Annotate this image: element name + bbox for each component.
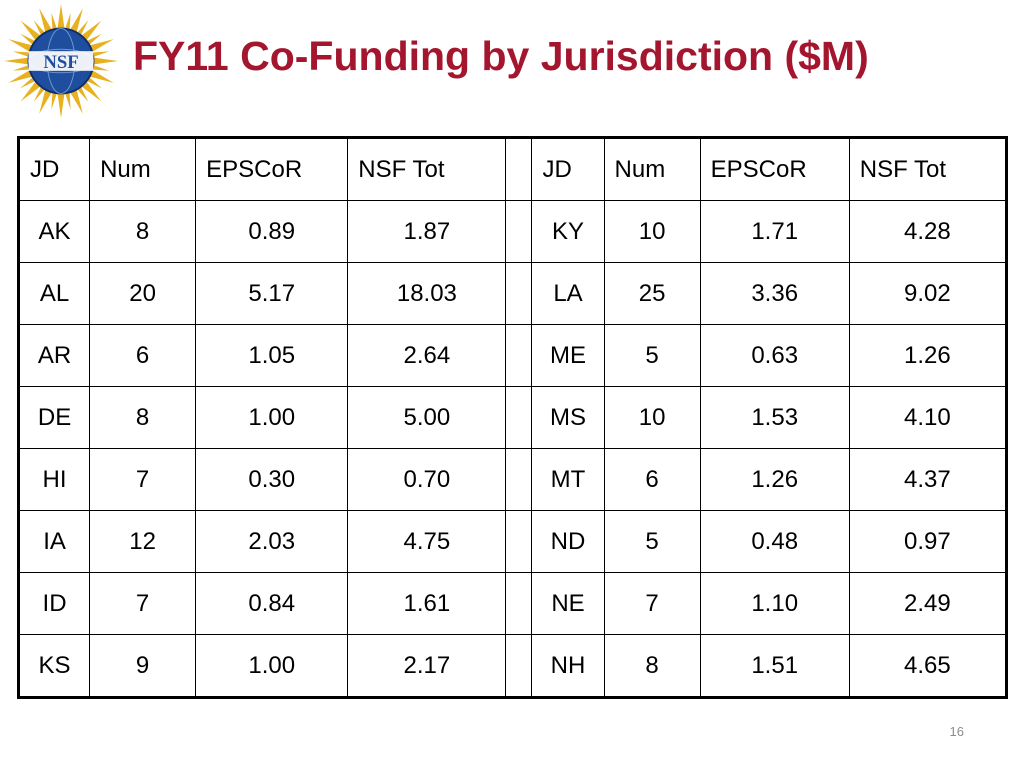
cell-epscor-left: 1.00 — [195, 386, 349, 449]
cell-jd-left: AK — [17, 200, 91, 263]
cell-jd-right: MS — [531, 386, 605, 449]
cell-epscor-right: 1.26 — [699, 448, 850, 511]
cell-jd-left: AL — [17, 262, 91, 325]
cell-num-right: 5 — [603, 510, 701, 573]
cell-epscor-right: 1.51 — [699, 634, 850, 698]
cell-epscor-left: 5.17 — [195, 262, 349, 325]
cell-nsf-tot-right: 4.28 — [848, 200, 1008, 263]
cell-jd-right: ME — [531, 324, 605, 387]
cell-num-left: 20 — [89, 262, 197, 325]
cell-jd-right: KY — [531, 200, 605, 263]
cell-nsf-tot-left: 18.03 — [347, 262, 507, 325]
cell-epscor-right: 0.48 — [699, 510, 850, 573]
slide-title: FY11 Co-Funding by Jurisdiction ($M) — [133, 33, 869, 79]
cell-epscor-left: 1.00 — [195, 634, 349, 698]
table-body: AK 8 0.89 1.87 KY 10 1.71 4.28 AL 20 5.17 18.03 LA 25… — [17, 200, 1008, 698]
cell-jd-right: LA — [531, 262, 605, 325]
cell-num-left: 6 — [89, 324, 197, 387]
cell-nsf-tot-left: 5.00 — [347, 386, 507, 449]
header-jd-right: JD — [531, 137, 605, 201]
cell-num-right: 25 — [603, 262, 701, 325]
table-header-row: JD Num EPSCoR NSF Tot JD Num EPSCoR NSF … — [17, 137, 1008, 201]
cell-spacer — [505, 324, 533, 387]
cell-spacer — [505, 200, 533, 263]
cell-epscor-left: 0.84 — [195, 572, 349, 635]
cell-num-left: 7 — [89, 572, 197, 635]
cell-epscor-right: 1.10 — [699, 572, 850, 635]
logo-text: NSF — [43, 52, 78, 73]
cell-jd-right: NH — [531, 634, 605, 698]
header-epscor-left: EPSCoR — [195, 137, 349, 201]
cell-epscor-right: 0.63 — [699, 324, 850, 387]
header-jd-left: JD — [17, 137, 91, 201]
cell-nsf-tot-right: 0.97 — [848, 510, 1008, 573]
cell-num-right: 8 — [603, 634, 701, 698]
header-epscor-right: EPSCoR — [699, 137, 850, 201]
cell-jd-left: IA — [17, 510, 91, 573]
header-nsf-tot-right: NSF Tot — [848, 137, 1008, 201]
cell-num-right: 10 — [603, 200, 701, 263]
cell-jd-left: AR — [17, 324, 91, 387]
cell-nsf-tot-left: 1.61 — [347, 572, 507, 635]
page-number: 16 — [949, 724, 964, 739]
cell-spacer — [505, 386, 533, 449]
table-row: AL 20 5.17 18.03 LA 25 3.36 9.02 — [17, 262, 1008, 325]
cell-num-left: 8 — [89, 386, 197, 449]
cell-epscor-left: 2.03 — [195, 510, 349, 573]
cell-nsf-tot-right: 4.37 — [848, 448, 1008, 511]
table-row: IA 12 2.03 4.75 ND 5 0.48 0.97 — [17, 510, 1008, 573]
cell-spacer — [505, 448, 533, 511]
cell-num-right: 5 — [603, 324, 701, 387]
cell-epscor-right: 1.71 — [699, 200, 850, 263]
cell-epscor-left: 0.89 — [195, 200, 349, 263]
header-num-left: Num — [89, 137, 197, 201]
co-funding-table: JD Num EPSCoR NSF Tot JD Num EPSCoR NSF … — [17, 136, 1008, 699]
cell-jd-left: DE — [17, 386, 91, 449]
cell-jd-right: MT — [531, 448, 605, 511]
cell-jd-right: ND — [531, 510, 605, 573]
cell-spacer — [505, 572, 533, 635]
cell-epscor-right: 1.53 — [699, 386, 850, 449]
cell-num-right: 7 — [603, 572, 701, 635]
cell-epscor-left: 1.05 — [195, 324, 349, 387]
cell-epscor-right: 3.36 — [699, 262, 850, 325]
cell-nsf-tot-right: 1.26 — [848, 324, 1008, 387]
nsf-logo-icon: NSF — [3, 3, 119, 119]
cell-epscor-left: 0.30 — [195, 448, 349, 511]
cell-nsf-tot-right: 9.02 — [848, 262, 1008, 325]
header-spacer — [505, 137, 533, 201]
table-row: DE 8 1.00 5.00 MS 10 1.53 4.10 — [17, 386, 1008, 449]
cell-spacer — [505, 262, 533, 325]
header-nsf-tot-left: NSF Tot — [347, 137, 507, 201]
cell-jd-left: KS — [17, 634, 91, 698]
cell-num-right: 6 — [603, 448, 701, 511]
cell-spacer — [505, 510, 533, 573]
cell-num-left: 7 — [89, 448, 197, 511]
table-row: HI 7 0.30 0.70 MT 6 1.26 4.37 — [17, 448, 1008, 511]
table-row: AK 8 0.89 1.87 KY 10 1.71 4.28 — [17, 200, 1008, 263]
cell-nsf-tot-right: 4.10 — [848, 386, 1008, 449]
cell-nsf-tot-left: 0.70 — [347, 448, 507, 511]
table-row: AR 6 1.05 2.64 ME 5 0.63 1.26 — [17, 324, 1008, 387]
cell-jd-left: ID — [17, 572, 91, 635]
table-row: ID 7 0.84 1.61 NE 7 1.10 2.49 — [17, 572, 1008, 635]
cell-num-left: 8 — [89, 200, 197, 263]
cell-num-left: 9 — [89, 634, 197, 698]
cell-nsf-tot-right: 4.65 — [848, 634, 1008, 698]
cell-spacer — [505, 634, 533, 698]
cell-num-left: 12 — [89, 510, 197, 573]
cell-nsf-tot-left: 1.87 — [347, 200, 507, 263]
cell-num-right: 10 — [603, 386, 701, 449]
cell-nsf-tot-left: 4.75 — [347, 510, 507, 573]
cell-nsf-tot-left: 2.17 — [347, 634, 507, 698]
table-row: KS 9 1.00 2.17 NH 8 1.51 4.65 — [17, 634, 1008, 698]
header-num-right: Num — [603, 137, 701, 201]
cell-nsf-tot-left: 2.64 — [347, 324, 507, 387]
cell-jd-right: NE — [531, 572, 605, 635]
cell-jd-left: HI — [17, 448, 91, 511]
cell-nsf-tot-right: 2.49 — [848, 572, 1008, 635]
